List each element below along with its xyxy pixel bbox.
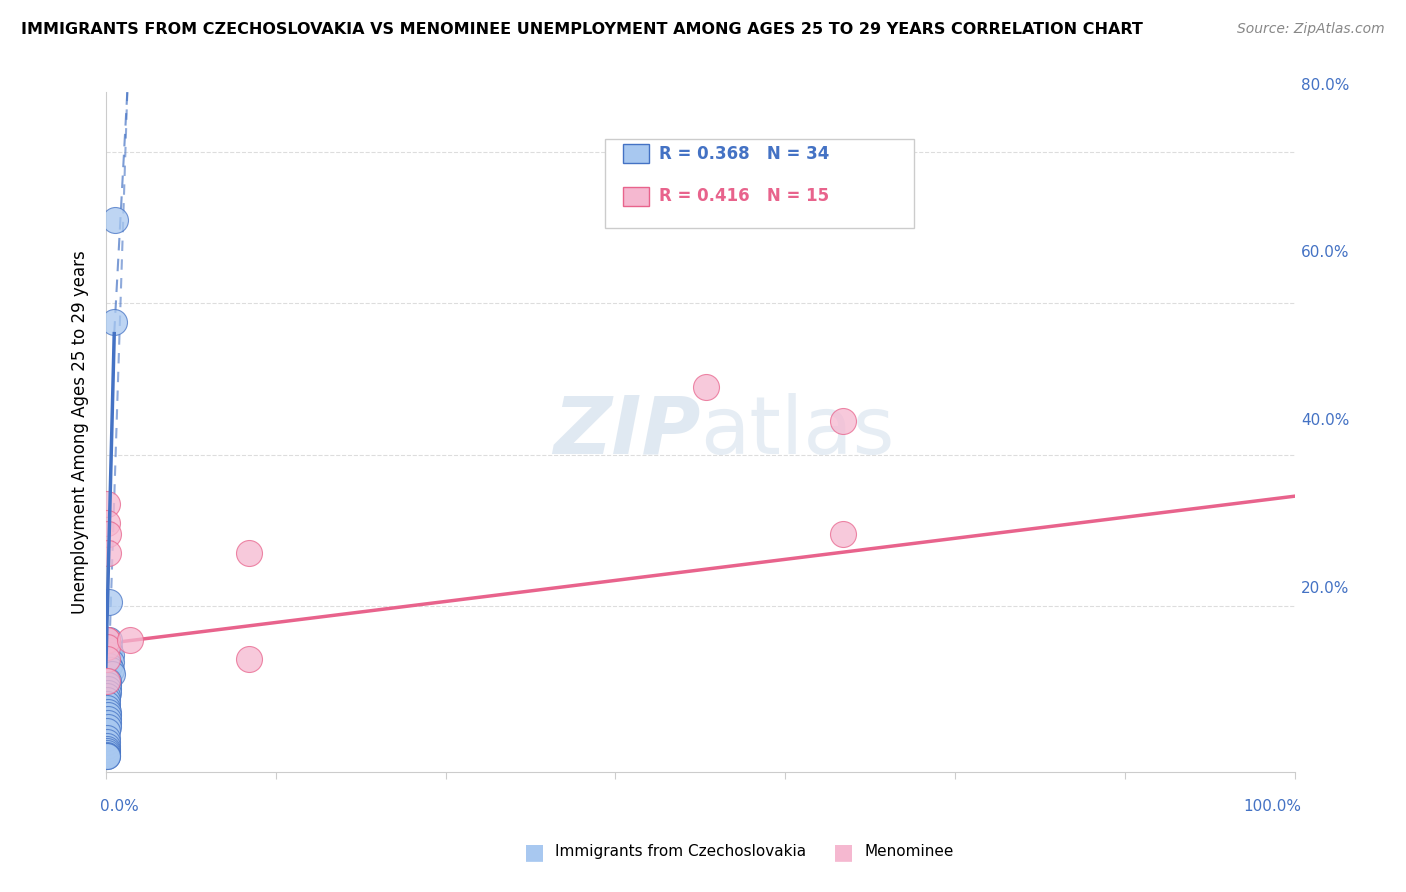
Point <box>97 681 120 696</box>
Point <box>97 705 120 719</box>
Point <box>695 379 717 393</box>
Text: R = 0.368   N = 34: R = 0.368 N = 34 <box>659 145 830 162</box>
Point <box>96 516 118 530</box>
Text: Source: ZipAtlas.com: Source: ZipAtlas.com <box>1237 22 1385 37</box>
FancyBboxPatch shape <box>605 139 914 227</box>
Point <box>238 651 260 665</box>
FancyBboxPatch shape <box>623 187 650 206</box>
Text: ZIP: ZIP <box>553 392 700 471</box>
Point <box>98 644 121 658</box>
Text: atlas: atlas <box>700 392 894 471</box>
Point <box>96 497 118 511</box>
Point <box>97 720 120 734</box>
Point <box>96 742 118 756</box>
Point <box>97 686 120 700</box>
Point <box>97 674 120 689</box>
Text: 20.0%: 20.0% <box>1301 582 1350 597</box>
Text: 80.0%: 80.0% <box>1301 78 1350 93</box>
Point <box>96 690 118 704</box>
Point <box>98 595 121 609</box>
Point <box>97 678 120 692</box>
Text: Menominee: Menominee <box>865 845 955 859</box>
Point <box>96 731 118 745</box>
Point <box>104 213 127 227</box>
Point <box>98 640 121 655</box>
Point <box>96 749 118 764</box>
Point <box>96 735 118 749</box>
Text: 60.0%: 60.0% <box>1301 245 1350 260</box>
Text: ■: ■ <box>524 842 544 862</box>
Y-axis label: Unemployment Among Ages 25 to 29 years: Unemployment Among Ages 25 to 29 years <box>72 250 89 614</box>
Point <box>96 697 118 711</box>
FancyBboxPatch shape <box>623 145 650 163</box>
Point <box>96 640 118 655</box>
Text: Immigrants from Czechoslovakia: Immigrants from Czechoslovakia <box>555 845 807 859</box>
Point <box>96 651 118 665</box>
Text: IMMIGRANTS FROM CZECHOSLOVAKIA VS MENOMINEE UNEMPLOYMENT AMONG AGES 25 TO 29 YEA: IMMIGRANTS FROM CZECHOSLOVAKIA VS MENOMI… <box>21 22 1143 37</box>
Point <box>96 723 118 738</box>
Point <box>96 693 118 707</box>
Point <box>832 527 855 541</box>
Text: 0.0%: 0.0% <box>100 799 139 814</box>
Point <box>96 746 118 760</box>
Point <box>238 546 260 560</box>
Point <box>97 546 120 560</box>
Point <box>832 413 855 427</box>
Text: 100.0%: 100.0% <box>1243 799 1301 814</box>
Point <box>96 632 118 647</box>
Text: ■: ■ <box>834 842 853 862</box>
Point <box>103 315 125 329</box>
Text: R = 0.416   N = 15: R = 0.416 N = 15 <box>659 187 830 205</box>
Point <box>97 708 120 723</box>
Point <box>96 739 118 753</box>
Point <box>98 659 121 673</box>
Point <box>98 632 121 647</box>
Point <box>118 632 141 647</box>
Point <box>96 674 118 689</box>
Point <box>97 715 120 730</box>
Point <box>96 749 118 764</box>
Point <box>96 701 118 715</box>
Point <box>101 666 124 681</box>
Point <box>96 747 118 762</box>
Point <box>100 648 122 662</box>
Point <box>100 656 122 670</box>
Point <box>97 712 120 726</box>
Point <box>96 744 118 758</box>
Point <box>97 527 120 541</box>
Point <box>96 632 118 647</box>
Point <box>100 663 122 677</box>
Text: 40.0%: 40.0% <box>1301 414 1350 428</box>
